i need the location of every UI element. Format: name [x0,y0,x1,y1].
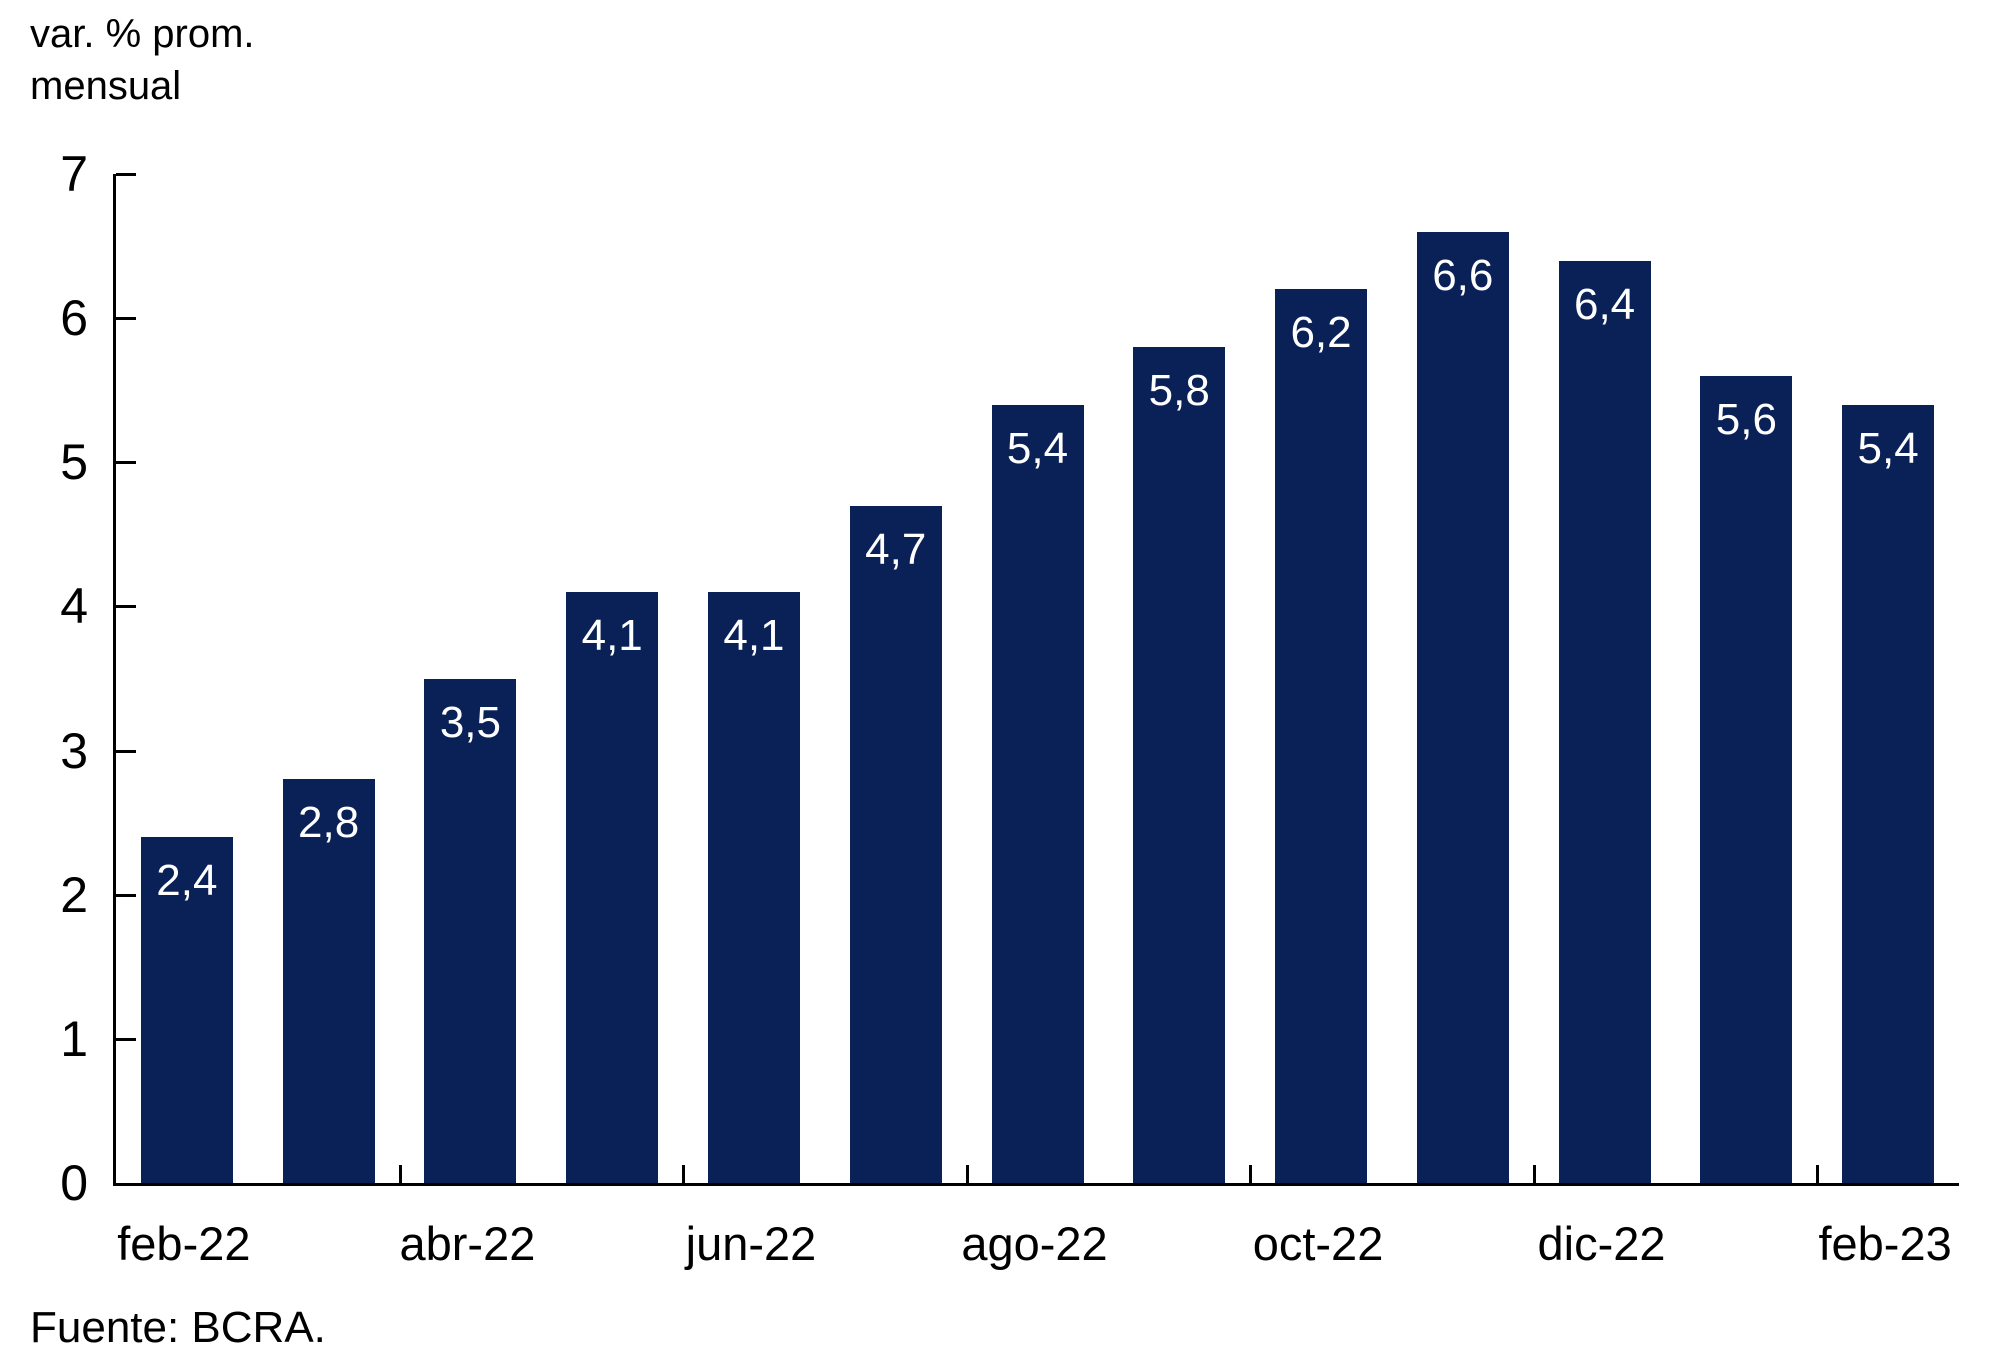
x-axis-tick [1249,1165,1253,1183]
y-axis-tick-label: 0 [60,1155,88,1211]
x-axis-tick [682,1165,686,1183]
bar: 3,5 [424,678,517,1183]
bar: 2,8 [282,779,375,1183]
bar-value-label: 6,6 [1432,250,1494,300]
bar: 5,4 [991,404,1084,1183]
x-axis-tick [965,1165,969,1183]
y-axis-tick [116,317,136,321]
bar-value-label: 3,5 [439,697,501,747]
bar: 5,4 [1842,404,1935,1183]
bar: 2,4 [140,837,233,1183]
source-note: Fuente: BCRA. [30,1303,326,1352]
bar-value-label: 5,4 [1857,423,1919,473]
bar-value-label: 4,1 [723,611,785,661]
bar: 4,1 [707,592,800,1183]
bar-value-label: 6,4 [1573,279,1636,329]
bar: 4,7 [849,505,942,1183]
y-axis-tick-label: 5 [60,434,88,491]
bar: 6,4 [1558,260,1651,1183]
plot-area: 2,4 2,8 3,5 4,1 4,1 4,7 5,4 5,8 6,2 6,6 6,4 5,6 5,4 [113,173,1959,1186]
y-axis-tick [116,1037,136,1041]
bar: 4,1 [566,592,659,1183]
bar-value-label: 5,6 [1715,394,1777,444]
x-axis-label: dic-22 [1537,1217,1666,1270]
bar: 6,2 [1275,289,1368,1183]
bar: 5,8 [1133,346,1226,1183]
bar-value-label: 2,4 [156,856,218,906]
bar-value-label: 4,1 [581,611,643,661]
chart-title: var. % prom. mensual [30,8,255,112]
y-axis-tick-label: 7 [60,146,88,202]
bar: 6,6 [1416,231,1509,1183]
y-axis-tick-label: 3 [60,722,88,779]
x-axis-label: oct-22 [1252,1217,1384,1270]
x-axis-label: feb-22 [117,1217,251,1270]
bar-value-label: 4,7 [865,524,927,574]
y-axis-tick [116,173,136,176]
x-axis-label: abr-22 [399,1217,536,1270]
x-axis-label: feb-23 [1818,1217,1952,1270]
chart-title-line1: var. % prom. [30,12,255,56]
bar: 5,6 [1700,375,1793,1183]
y-axis-tick-label: 1 [60,1010,88,1067]
bar-value-label: 5,4 [1006,423,1069,473]
x-axis-label: ago-22 [961,1217,1108,1270]
x-axis-tick [1532,1165,1536,1183]
bar-value-label: 6,2 [1290,308,1352,358]
x-axis-label: jun-22 [685,1217,817,1270]
y-axis-tick [116,749,136,753]
y-axis-tick [116,893,136,897]
y-axis-tick-label: 6 [60,290,88,347]
y-axis-tick-label: 4 [60,578,88,635]
chart-title-line2: mensual [30,64,182,108]
y-axis-tick [116,605,136,609]
x-axis-tick [398,1165,402,1183]
bar-value-label: 5,8 [1148,365,1210,415]
y-axis-tick-label: 2 [60,866,88,923]
y-axis-tick [116,461,136,465]
bar-value-label: 2,8 [298,798,360,848]
x-axis-tick [1816,1165,1820,1183]
